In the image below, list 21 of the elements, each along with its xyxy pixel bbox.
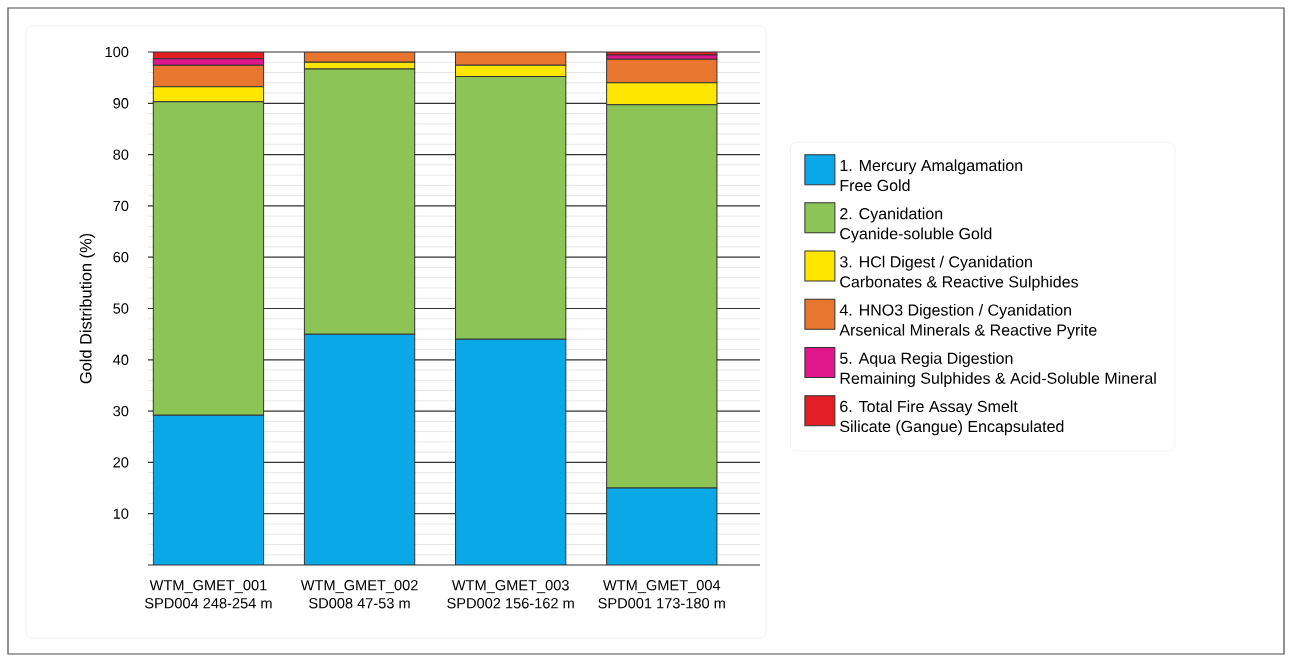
y-axis-title: Gold Distribution (%) (79, 233, 95, 384)
legend-label: 4. HNO3 Digestion / Cyanidation Arsenical Minerals & Reactive Pyrite (839, 303, 1097, 339)
x-tick-label: WTM_GMET_001 SPD004 248-254 m (144, 580, 272, 609)
y-tick-label: 70 (113, 200, 129, 212)
y-tick-label: 100 (105, 46, 129, 58)
y-tick-label: 40 (113, 354, 129, 365)
y-tick-label: 20 (113, 457, 129, 468)
legend-label: 3. HCl Digest / Cyanidation Carbonates & Reactive Sulphides (839, 255, 1079, 291)
y-tick-label: 10 (113, 508, 129, 519)
legend-label: 5. Aqua Regia Digestion Remaining Sulphides & Acid-Soluble Mineral (840, 352, 1156, 388)
y-tick-label: 60 (113, 252, 129, 263)
y-tick-label: 50 (113, 303, 129, 314)
x-tick-label: WTM_GMET_003 SPD002 156-162 m (447, 580, 574, 609)
x-tick-label: WTM_GMET_002 SD008 47-53 m (300, 580, 418, 609)
y-tick-label: 30 (113, 405, 129, 417)
legend-label: 1. Mercury Amalgamation Free Gold (840, 159, 1023, 192)
x-tick-label: WTM_GMET_004 SPD001 173-180 m (598, 580, 725, 609)
y-tick-label: 90 (113, 98, 129, 109)
y-tick-label: 80 (113, 149, 129, 160)
legend-label: 2. Cyanidation Cyanide-soluble Gold (840, 207, 992, 243)
legend-label: 6. Total Fire Assay Smelt Silicate (Gangue) Encapsulated (840, 400, 1064, 436)
